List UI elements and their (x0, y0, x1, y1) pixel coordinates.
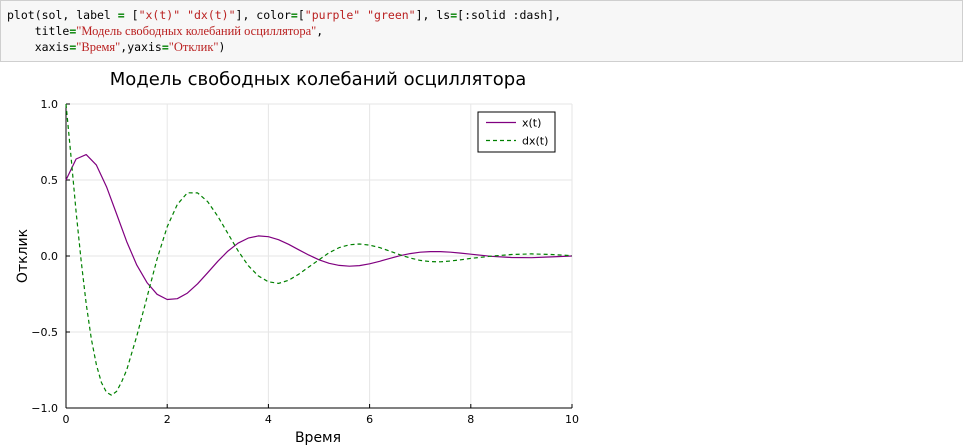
code-line-2: title="Модель свободных колебаний осцилл… (7, 24, 324, 38)
legend-label-x: x(t) (522, 117, 541, 130)
series-lines (65, 103, 573, 396)
y-tick-label: −0.5 (31, 326, 58, 339)
x-tick-label: 8 (467, 413, 474, 426)
x-tick-label: 4 (265, 413, 272, 426)
y-tick-label: −1.0 (31, 402, 58, 415)
x-axis-label: Время (295, 430, 341, 446)
x-tick-label: 2 (164, 413, 171, 426)
series-line-dx (65, 103, 573, 396)
chart-title: Модель свободных колебаний осциллятора (110, 69, 526, 90)
legend-box (477, 111, 556, 153)
y-axis-label: Отклик (15, 229, 31, 283)
plot-output: 0 2 4 6 8 10 1.0 0.5 0.0 −0.5 −1.0 Модель свободн… (15, 69, 579, 446)
x-ticks: 0 2 4 6 8 10 (63, 404, 579, 426)
y-ticks: 1.0 0.5 0.0 −0.5 −1.0 (31, 98, 70, 415)
code-cell[interactable]: plot(sol, label = ["x(t)" "dx(t)"], colo… (0, 0, 963, 62)
code-line-3: xaxis="Время",yaxis="Отклик") (7, 40, 226, 54)
x-tick-label: 0 (63, 413, 70, 426)
y-tick-label: 0.0 (41, 250, 59, 263)
code-editor[interactable]: plot(sol, label = ["x(t)" "dx(t)"], colo… (7, 7, 561, 55)
legend: x(t) dx(t) (477, 111, 556, 153)
x-tick-label: 6 (366, 413, 373, 426)
y-tick-label: 0.5 (41, 174, 59, 187)
legend-label-dx: dx(t) (522, 135, 548, 148)
x-tick-label: 10 (565, 413, 579, 426)
series-line-x (65, 153, 573, 301)
y-tick-label: 1.0 (41, 98, 59, 111)
code-line-1: plot(sol, label = ["x(t)" "dx(t)"], colo… (7, 8, 562, 22)
